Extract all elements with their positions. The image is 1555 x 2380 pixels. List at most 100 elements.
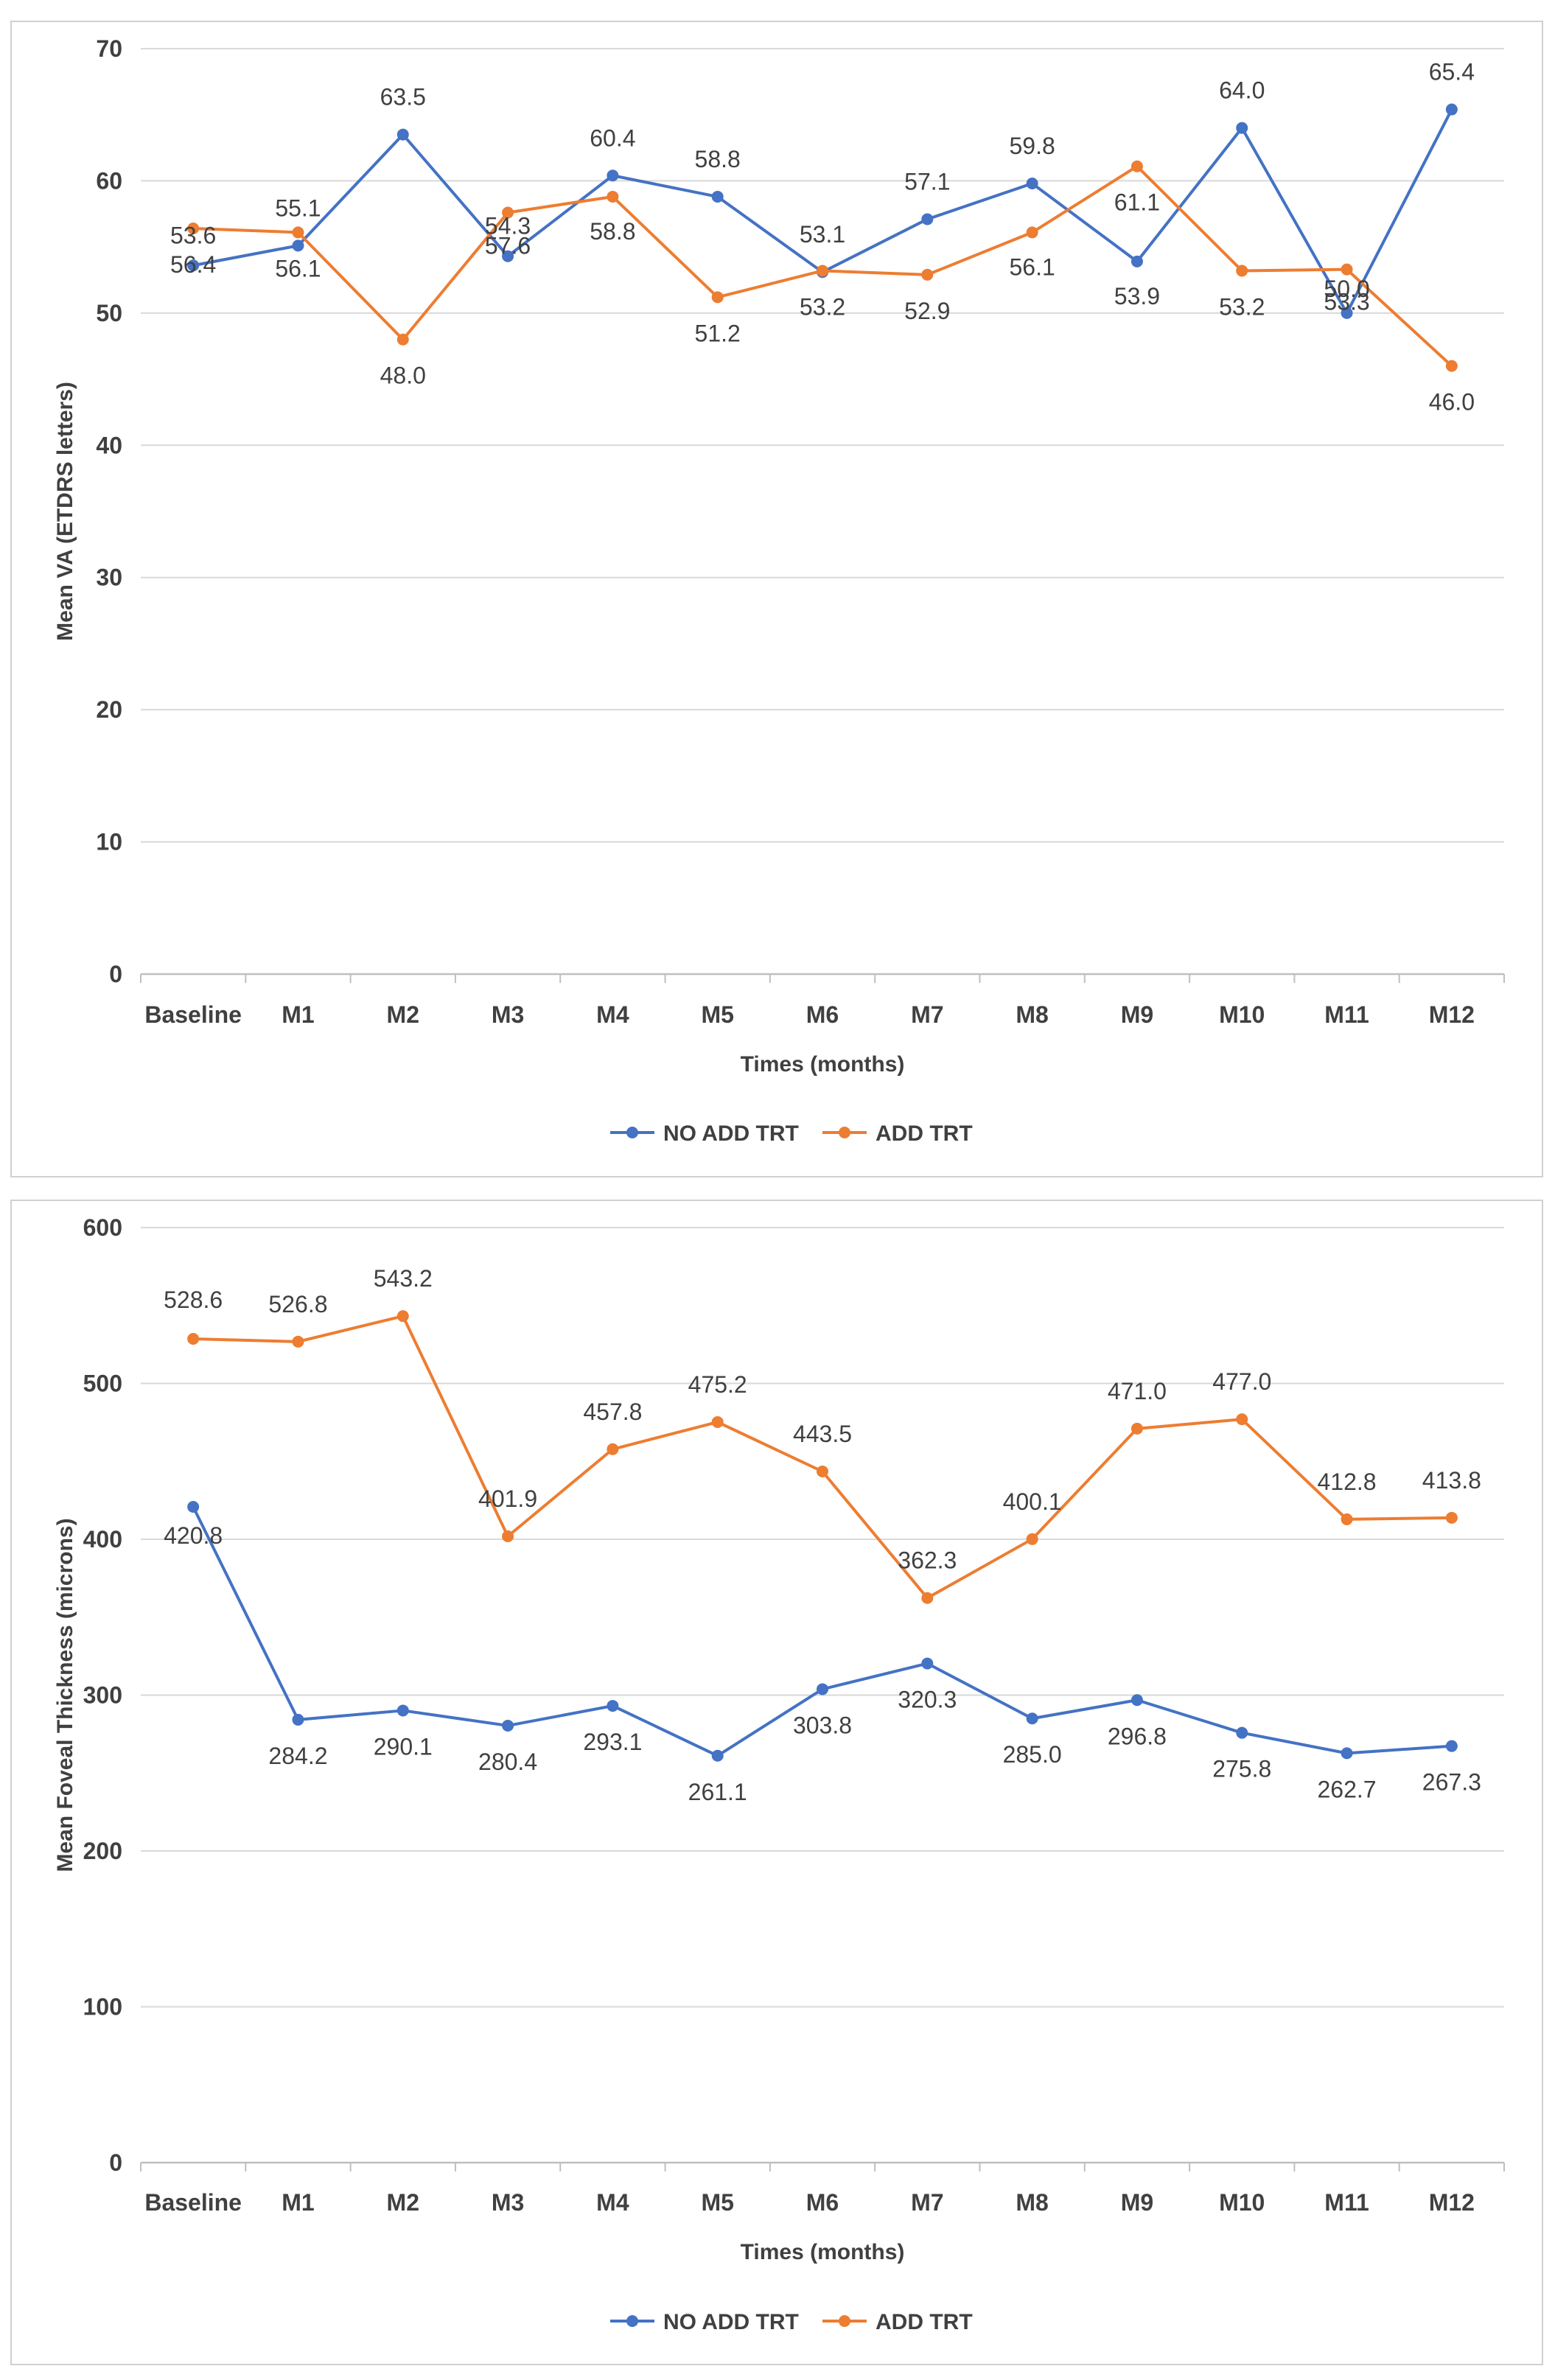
data-point xyxy=(921,1657,934,1670)
data-label: 53.2 xyxy=(1219,293,1265,320)
data-label: 285.0 xyxy=(1003,1741,1062,1768)
data-label: 53.3 xyxy=(1324,289,1369,315)
data-point xyxy=(607,1443,619,1455)
data-label: 526.8 xyxy=(268,1291,327,1317)
data-point xyxy=(1341,1513,1353,1525)
data-point xyxy=(817,265,828,277)
x-tick-label: M10 xyxy=(1219,1001,1265,1028)
y-tick-label: 100 xyxy=(83,1994,122,2020)
y-tick-label: 30 xyxy=(96,564,122,591)
data-point xyxy=(921,213,934,225)
data-label: 477.0 xyxy=(1212,1368,1271,1395)
data-label: 57.6 xyxy=(485,232,531,259)
x-tick-label: M10 xyxy=(1219,2189,1265,2216)
x-tick-label: M12 xyxy=(1429,1001,1475,1028)
data-point xyxy=(1026,1712,1038,1725)
data-point xyxy=(1026,1533,1038,1545)
data-point xyxy=(711,291,724,304)
y-axis-title: Mean Foveal Thickness (microns) xyxy=(53,1518,77,1872)
data-point xyxy=(1131,1422,1143,1435)
x-tick-label: M9 xyxy=(1121,1001,1153,1028)
data-point xyxy=(292,1713,304,1726)
data-label: 528.6 xyxy=(164,1287,223,1313)
data-point xyxy=(396,1704,409,1717)
data-label: 320.3 xyxy=(898,1687,957,1713)
data-label: 64.0 xyxy=(1219,77,1265,104)
data-point xyxy=(502,250,514,262)
data-label: 443.5 xyxy=(793,1421,852,1447)
y-tick-label: 0 xyxy=(109,961,122,987)
data-point xyxy=(607,1700,619,1712)
legend-marker xyxy=(839,2315,850,2327)
x-tick-label: M5 xyxy=(701,1001,733,1028)
data-label: 303.8 xyxy=(793,1712,852,1738)
data-point xyxy=(1026,226,1038,239)
data-point xyxy=(1341,307,1353,319)
data-label: 401.9 xyxy=(478,1485,537,1512)
x-tick-label: M8 xyxy=(1016,1001,1048,1028)
x-tick-label: M1 xyxy=(282,1001,314,1028)
data-point xyxy=(1236,122,1248,134)
x-tick-label: M11 xyxy=(1324,1001,1369,1028)
y-tick-label: 200 xyxy=(83,1838,122,1864)
data-point xyxy=(1445,360,1458,372)
x-tick-label: M12 xyxy=(1429,2189,1475,2216)
data-point xyxy=(711,1749,724,1762)
data-label: 420.8 xyxy=(164,1522,223,1549)
x-tick-label: M4 xyxy=(596,2189,629,2216)
data-point xyxy=(1445,103,1458,116)
data-label: 60.4 xyxy=(590,125,635,151)
data-point xyxy=(396,1310,409,1323)
data-label: 56.1 xyxy=(1009,253,1055,280)
y-tick-label: 600 xyxy=(83,1214,122,1241)
y-tick-label: 300 xyxy=(83,1682,122,1709)
x-tick-label: M5 xyxy=(701,2189,733,2216)
data-label: 471.0 xyxy=(1108,1378,1167,1404)
data-label: 53.9 xyxy=(1114,283,1160,309)
x-axis-title: Times (months) xyxy=(741,1052,905,1077)
data-point xyxy=(187,1333,200,1345)
data-label: 52.9 xyxy=(904,298,950,324)
data-label: 61.1 xyxy=(1114,189,1160,216)
data-label: 56.4 xyxy=(170,251,216,278)
data-label: 413.8 xyxy=(1422,1467,1481,1494)
data-label: 275.8 xyxy=(1212,1756,1271,1782)
data-label: 262.7 xyxy=(1317,1776,1376,1802)
y-tick-label: 50 xyxy=(96,300,122,326)
data-point xyxy=(711,1415,724,1428)
legend-marker xyxy=(626,2315,638,2327)
data-point xyxy=(817,1465,828,1477)
y-tick-label: 70 xyxy=(96,35,122,62)
data-point xyxy=(921,268,934,281)
data-point xyxy=(1445,1511,1458,1524)
data-label: 475.2 xyxy=(688,1371,747,1398)
y-tick-label: 400 xyxy=(83,1526,122,1553)
data-point xyxy=(921,1592,934,1604)
data-label: 63.5 xyxy=(380,84,426,111)
x-tick-label: M11 xyxy=(1324,2189,1369,2216)
data-point xyxy=(1445,1740,1458,1752)
data-point xyxy=(187,259,200,272)
x-tick-label: M7 xyxy=(911,1001,943,1028)
x-tick-label: Baseline xyxy=(144,1001,242,1028)
data-label: 284.2 xyxy=(268,1743,327,1769)
data-point xyxy=(1026,178,1038,190)
y-tick-label: 20 xyxy=(96,696,122,723)
data-point xyxy=(1131,255,1143,267)
x-tick-label: M8 xyxy=(1016,2189,1048,2216)
data-point xyxy=(1131,160,1143,172)
legend-label: ADD TRT xyxy=(876,1121,973,1146)
x-tick-label: Baseline xyxy=(144,2189,242,2216)
data-point xyxy=(396,333,409,346)
data-point xyxy=(711,190,724,203)
data-label: 53.2 xyxy=(800,293,845,320)
y-tick-label: 500 xyxy=(83,1371,122,1397)
data-point xyxy=(292,1335,304,1348)
data-label: 65.4 xyxy=(1429,59,1475,85)
data-point xyxy=(1341,1747,1353,1760)
data-label: 50.0 xyxy=(1324,276,1369,302)
legend-marker xyxy=(626,1127,638,1138)
x-tick-label: M2 xyxy=(387,1001,419,1028)
data-point xyxy=(292,226,304,239)
y-axis-title: Mean VA (ETDRS letters) xyxy=(53,382,77,641)
